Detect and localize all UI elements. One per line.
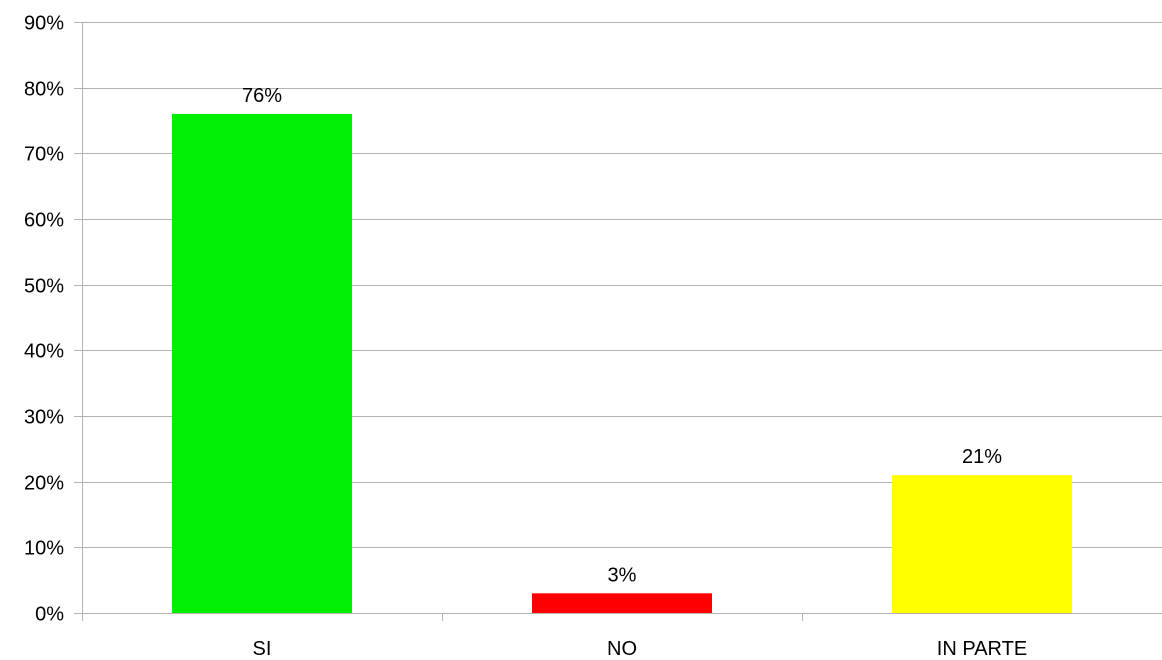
bars [172, 113, 1072, 613]
y-tick-label: 30% [24, 407, 64, 429]
y-axis-tick-labels: 0% 10% 20% 30% 40% 50% 60% 70% 80% 90% [24, 13, 64, 626]
y-tick-label: 60% [24, 210, 64, 232]
y-tick-label: 90% [24, 13, 64, 35]
bar-si [172, 113, 352, 613]
x-category-label: IN PARTE [937, 638, 1027, 660]
y-tick-label: 50% [24, 276, 64, 298]
bar-no [532, 593, 712, 613]
y-tick-label: 20% [24, 473, 64, 495]
x-category-label: NO [607, 638, 637, 660]
data-label: 3% [608, 564, 637, 586]
data-label: 21% [962, 446, 1002, 468]
y-tick-label: 40% [24, 341, 64, 363]
y-tick-label: 80% [24, 79, 64, 101]
y-tick-label: 70% [24, 144, 64, 166]
y-tick-label: 10% [24, 538, 64, 560]
axes [74, 22, 1162, 621]
y-tick-label: 0% [35, 604, 64, 626]
x-axis-category-labels: SI NO IN PARTE [253, 638, 1028, 660]
x-category-label: SI [253, 638, 272, 660]
data-label: 76% [242, 85, 282, 107]
data-labels: 76% 3% 21% [242, 85, 1002, 586]
bar-in-parte [892, 475, 1072, 613]
